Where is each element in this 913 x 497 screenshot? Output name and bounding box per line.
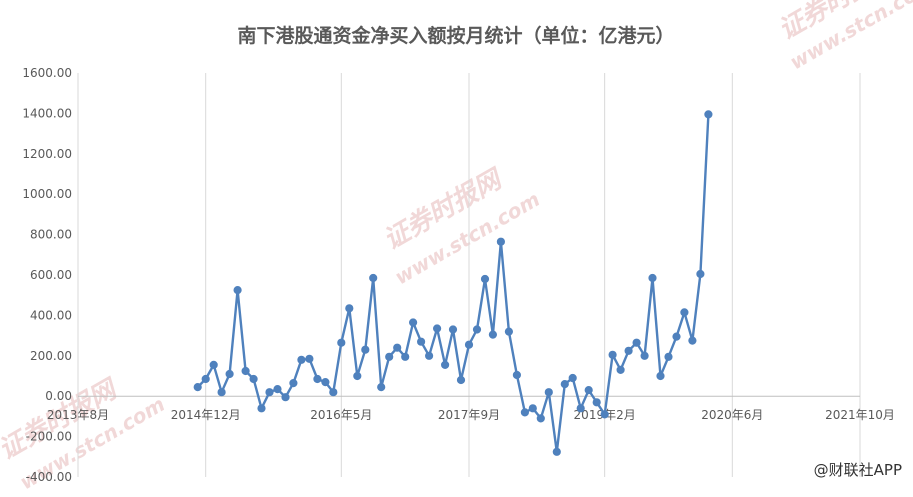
data-point [273,385,282,394]
data-point [472,325,482,334]
x-tick-label: 2014年12月 [171,408,241,422]
data-point [480,274,490,284]
data-point [488,330,497,339]
data-point [369,273,378,283]
y-tick-label: 1400.00 [22,106,72,120]
data-point [233,286,242,295]
data-point [608,350,617,359]
credit-text: @财联社APP [814,461,902,479]
data-point [201,374,210,384]
x-tick-label: 2013年8月 [47,408,109,422]
data-point [592,398,601,407]
data-point [409,318,418,327]
data-point [441,360,450,369]
y-tick-label: 1200.00 [22,147,72,161]
data-point [297,355,306,364]
x-tick-label: 2021年10月 [825,408,895,422]
y-tick-label: 200.00 [30,349,72,363]
data-point [552,447,561,456]
data-point [528,404,537,413]
data-point [656,371,665,381]
y-tick-label: -200.00 [26,430,72,444]
y-tick-label: 600.00 [30,268,72,282]
data-point [433,324,442,333]
data-point [496,237,505,246]
y-tick-label: 800.00 [30,228,72,242]
data-point [225,369,234,379]
y-axis: 1600.00 1400.00 1200.00 1000.00 800.00 600.00… [22,66,72,484]
data-point [648,273,657,283]
series-line [196,114,710,453]
data-point [241,366,250,376]
data-point [600,410,609,419]
data-point [568,373,577,383]
data-point [696,269,705,279]
data-point [536,414,545,423]
data-point [217,388,226,397]
data-point [520,408,530,417]
data-point [401,352,410,361]
data-point [353,371,362,381]
data-point [544,388,553,397]
data-point [425,351,434,360]
data-point [664,352,673,361]
data-point [265,388,274,397]
data-point [257,404,266,413]
data-point [377,383,386,392]
data-point [688,336,697,345]
data-point [249,374,258,384]
data-point [456,375,466,385]
data-point [313,374,322,384]
data-point [640,351,649,360]
data-point [209,360,218,369]
data-point [337,338,346,347]
data-point [512,370,522,380]
series-layer [193,110,713,456]
y-tick-label: 1000.00 [22,187,72,201]
y-tick-label: 400.00 [30,308,72,322]
data-point [672,332,681,341]
x-tick-label: 2016年5月 [310,408,372,422]
data-point [464,340,474,349]
y-tick-label: 1600.00 [22,66,72,80]
data-point [305,354,314,363]
data-point [632,338,641,347]
data-point [361,345,370,354]
data-point [504,327,513,336]
x-axis: 2013年8月2014年12月2016年5月2017年9月2019年2月2020… [47,408,895,422]
data-point [448,325,458,334]
data-point [576,404,585,413]
data-point [417,337,426,346]
data-point [616,365,625,374]
data-point [624,346,633,355]
y-tick-label: 0.00 [45,389,72,403]
data-point [560,380,569,389]
y-tick-label: -400.00 [26,470,72,484]
data-point [345,304,354,313]
data-point [704,110,713,119]
data-point [193,383,202,392]
data-point [321,378,330,387]
chart-title: 南下港股通资金净买入额按月统计（单位：亿港元） [237,24,674,47]
data-point [281,393,290,402]
x-tick-label: 2017年9月 [438,408,500,422]
data-point [680,308,689,317]
data-point [385,352,394,361]
data-point [393,343,402,352]
x-tick-label: 2020年6月 [701,408,763,422]
data-point [329,388,338,397]
data-point [584,386,593,395]
data-point [289,379,298,388]
